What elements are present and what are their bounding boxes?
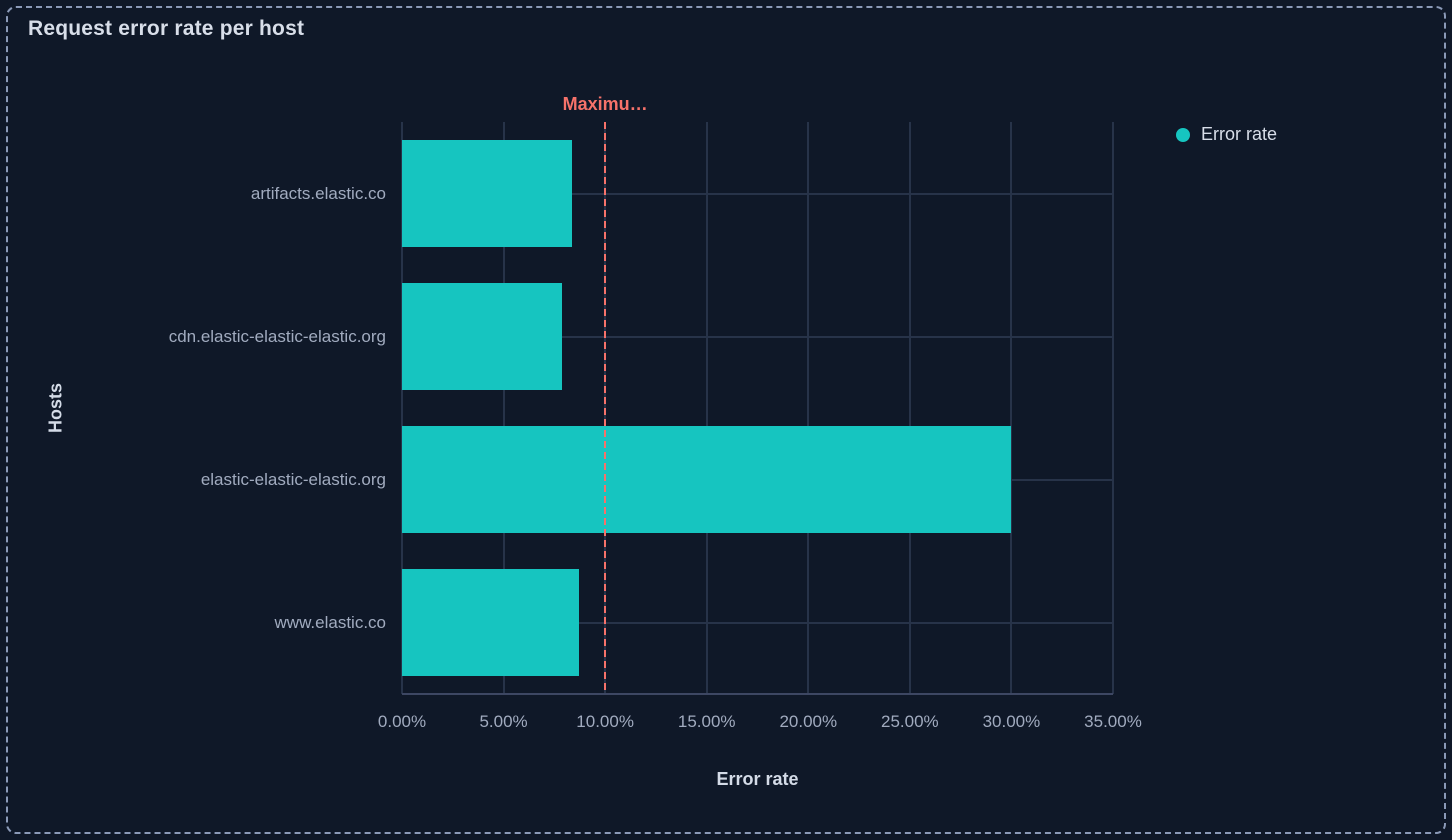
chart-bar[interactable] <box>402 283 563 390</box>
legend-item-error-rate[interactable]: Error rate <box>1176 124 1277 145</box>
vertical-gridline <box>401 122 403 694</box>
y-axis-tick-label: cdn.elastic-elastic-elastic.org <box>168 326 386 346</box>
threshold-line <box>604 122 607 694</box>
vertical-gridline <box>502 122 505 694</box>
x-axis-tick-labels: 0.00% 5.00% 10.00% 15.00% 20.00% 25.00% 30.00%… <box>378 712 1142 736</box>
annotation-label[interactable]: Maximu… <box>562 94 648 114</box>
plot-area <box>401 122 1114 695</box>
chart-bar[interactable] <box>402 569 579 676</box>
x-axis-tick-label: 10.00% <box>576 712 634 731</box>
horizontal-gridline <box>402 621 1113 624</box>
legend: Error rate <box>1176 124 1277 145</box>
y-axis-tick-label: www.elastic.co <box>274 612 386 632</box>
legend-color-dot <box>1176 127 1190 142</box>
y-axis-tick-label: artifacts.elastic.co <box>250 183 386 203</box>
x-axis-tick-label: 30.00% <box>982 712 1041 731</box>
x-axis-tick-label: 20.00% <box>779 712 838 731</box>
x-axis-tick-label: 5.00% <box>479 712 528 731</box>
vertical-gridline <box>1010 122 1013 694</box>
legend-item-label: Error rate <box>1201 124 1278 144</box>
x-axis-tick-label: 15.00% <box>677 712 736 731</box>
x-axis-tick-label: 0.00% <box>377 712 427 731</box>
x-axis-title: Error rate <box>716 769 799 789</box>
vertical-gridline <box>807 122 810 694</box>
y-axis-tick-label: elastic-elastic-elastic.org <box>200 469 386 489</box>
horizontal-gridline <box>402 192 1113 195</box>
horizontal-gridline <box>402 335 1113 338</box>
x-axis-tick-label: 25.00% <box>881 712 939 731</box>
x-axis-line <box>402 693 1113 695</box>
vertical-gridline <box>908 122 911 694</box>
vertical-gridline <box>705 122 708 694</box>
x-axis-tick-label: 35.00% <box>1084 712 1142 731</box>
vertical-gridline <box>1112 122 1114 694</box>
y-axis-tick-labels: artifacts.elastic.co cdn.elastic-elastic-… <box>0 122 386 694</box>
chart-bar[interactable] <box>402 140 572 247</box>
panel-title: Request error rate per host <box>28 17 305 40</box>
chart-bar[interactable] <box>402 426 1012 533</box>
